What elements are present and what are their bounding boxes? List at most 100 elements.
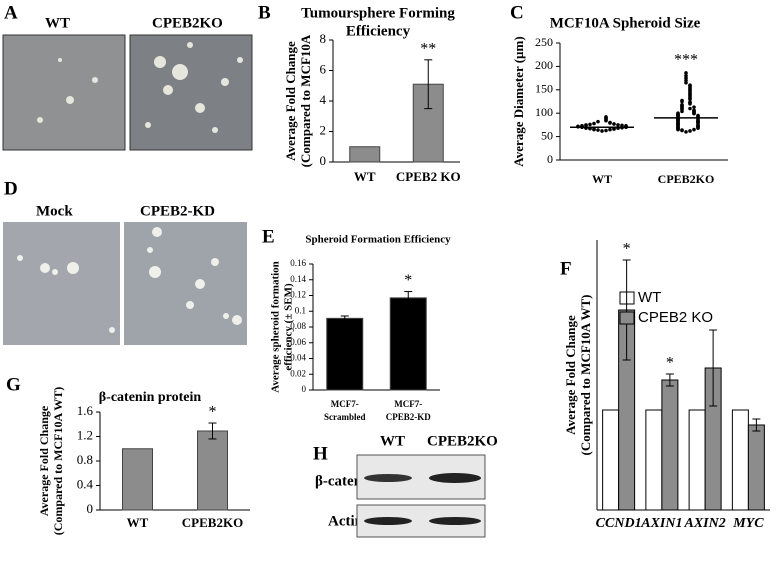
dot — [696, 113, 700, 118]
panel-letter: H — [313, 443, 328, 464]
bar — [122, 448, 153, 511]
y-tick-label: 0.12 — [290, 290, 306, 300]
y-tick-label: 0.06 — [290, 337, 306, 347]
dot — [680, 128, 684, 132]
y-tick-label: 0.4 — [77, 476, 94, 491]
blot-label: Actin — [328, 513, 364, 529]
chart-title: MCF10A Spheroid Size — [550, 15, 701, 31]
bar — [688, 409, 706, 511]
chart-title: β-catenin protein — [99, 390, 202, 405]
dot — [596, 119, 600, 124]
x-tick-label: CPEB2KO — [182, 515, 243, 530]
panel-letter: F — [560, 258, 572, 279]
panel-letter: E — [262, 226, 275, 247]
legend-swatch — [619, 311, 635, 325]
y-tick-label: 0.1 — [295, 305, 306, 315]
y-axis-label: (Compared to MCF10A WT) — [578, 295, 593, 456]
y-tick-label: 150 — [535, 82, 553, 96]
dot — [692, 127, 696, 132]
chart-title: Tumoursphere Forming — [301, 5, 455, 21]
significance: * — [209, 404, 217, 421]
spheroids — [37, 42, 243, 133]
dot — [684, 71, 688, 75]
legend-label: CPEB2 KO — [638, 309, 713, 326]
y-tick-label: 0 — [87, 501, 94, 516]
dot — [688, 83, 692, 87]
y-tick-label: 50 — [541, 128, 553, 142]
band — [364, 474, 412, 482]
x-tick-label: CPEB2 KO — [396, 169, 461, 184]
x-tick-label: MCF7- — [331, 399, 359, 409]
dot — [676, 111, 680, 115]
panel-letter: B — [258, 2, 271, 23]
y-tick-label: 100 — [535, 105, 553, 119]
y-tick-label: 1.6 — [77, 403, 94, 418]
legend-label: WT — [638, 289, 661, 306]
x-tick-label: MCF7- — [394, 399, 422, 409]
dot — [600, 129, 604, 133]
y-axis-label: Average Fold Change — [283, 41, 298, 161]
band — [364, 517, 412, 525]
y-axis-label: (Compared to MCF10A WT) — [51, 387, 65, 536]
x-tick-label: WT — [127, 515, 149, 530]
dot — [684, 73, 688, 78]
dot — [620, 123, 624, 128]
image-label: WT — [45, 15, 70, 31]
significance: * — [404, 272, 412, 289]
dot — [680, 98, 684, 103]
y-tick-label: 0.16 — [290, 258, 306, 268]
y-tick-label: 0 — [302, 384, 307, 394]
dot — [688, 100, 692, 104]
micrograph — [124, 222, 247, 345]
bar — [661, 379, 679, 511]
x-tick-label: CPEB2-KD — [386, 412, 432, 422]
dot — [616, 123, 620, 127]
dot — [604, 128, 608, 133]
y-tick-label: 8 — [320, 31, 327, 46]
dot — [688, 106, 692, 111]
micrograph — [2, 34, 126, 151]
dot — [684, 130, 688, 134]
dot — [692, 105, 696, 109]
x-tick-label: CCND1 — [596, 516, 642, 531]
image-label: CPEB2-KD — [140, 203, 215, 219]
bar — [326, 317, 364, 391]
y-tick-label: 250 — [535, 35, 553, 49]
x-tick-label: MYC — [732, 516, 764, 531]
x-tick-label: WT — [592, 172, 612, 186]
significance: * — [666, 355, 674, 372]
y-tick-label: 4 — [320, 92, 327, 107]
dot — [688, 129, 692, 133]
dot — [692, 108, 696, 113]
panel-letter: C — [510, 2, 524, 23]
bar — [389, 297, 427, 391]
dot — [592, 127, 596, 131]
y-tick-label: 6 — [320, 61, 327, 76]
dot — [596, 128, 600, 132]
dot — [592, 121, 596, 126]
x-tick-label: AXIN2 — [684, 516, 726, 531]
x-tick-label: CPEB2KO — [658, 172, 715, 186]
dot — [680, 102, 684, 107]
y-tick-label: 0 — [547, 152, 553, 166]
blot-label: CPEB2KO — [427, 433, 498, 449]
chart-title: Spheroid Formation Efficiency — [305, 234, 451, 246]
y-tick-label: 1.2 — [77, 427, 93, 442]
x-tick-label: AXIN1 — [640, 516, 682, 531]
blot-label: WT — [380, 433, 405, 449]
y-axis-label: (Compared to MCF10A — [298, 34, 313, 167]
dot — [584, 123, 588, 127]
bar — [645, 409, 663, 511]
y-axis-label: efficiency (± SEM) — [283, 283, 295, 371]
dot — [608, 120, 612, 125]
dot — [604, 115, 608, 119]
micrograph — [129, 34, 253, 151]
x-tick-label: Scrambled — [324, 412, 366, 422]
spheroids — [17, 227, 242, 333]
y-axis-label: Average spheroid formation — [270, 261, 282, 393]
panel-letter: A — [4, 2, 18, 23]
bar — [602, 409, 620, 511]
y-tick-label: 0.08 — [290, 321, 306, 331]
y-tick-label: 0.04 — [290, 353, 306, 363]
